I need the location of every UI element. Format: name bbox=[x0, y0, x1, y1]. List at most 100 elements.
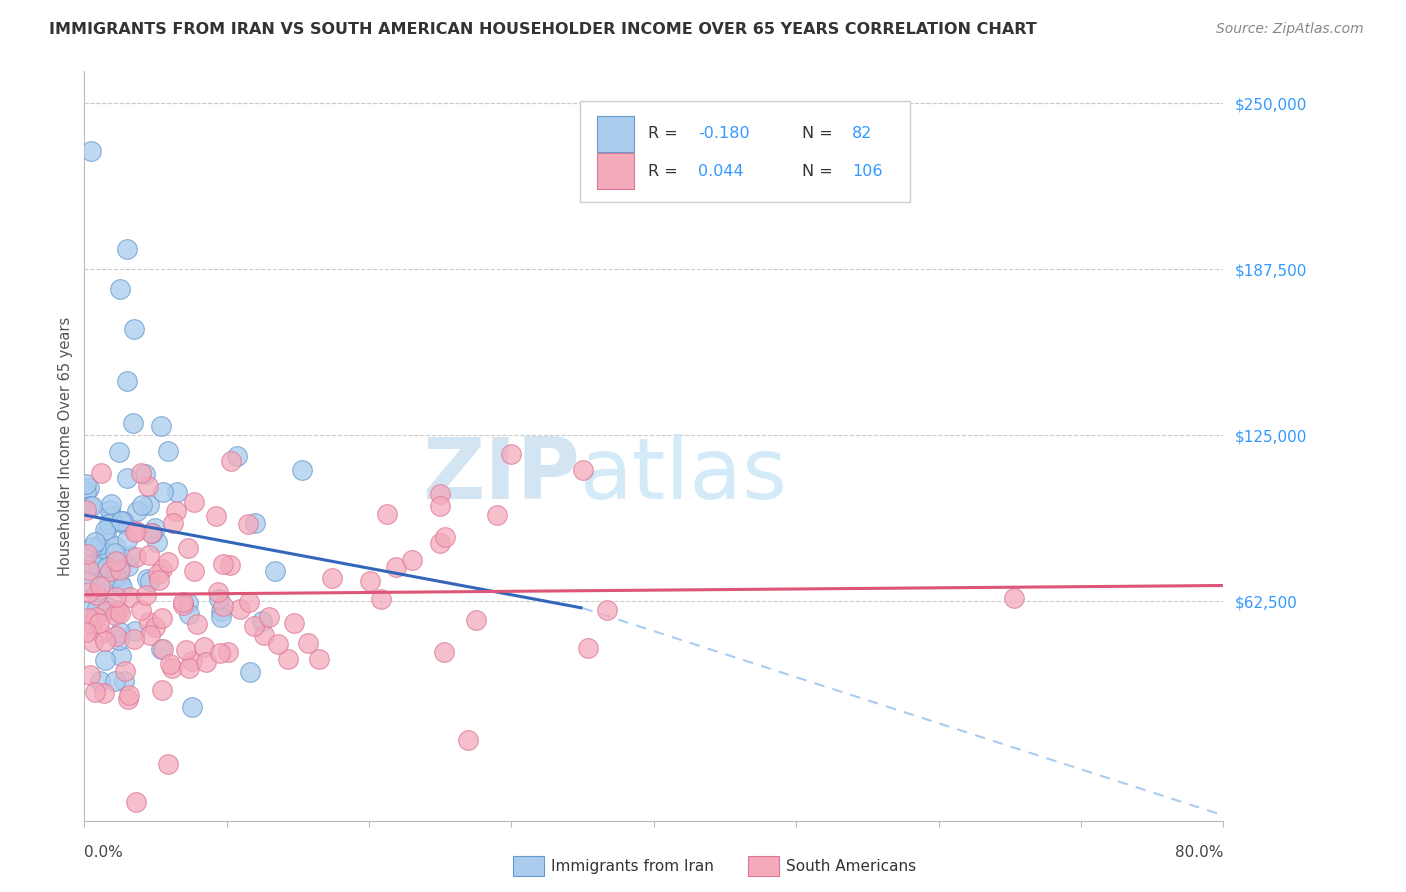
Point bbox=[148, 573, 170, 587]
Point bbox=[117, 692, 139, 706]
Point bbox=[166, 485, 188, 500]
Point bbox=[165, 504, 187, 518]
Point bbox=[150, 562, 173, 576]
Point bbox=[94, 578, 117, 592]
Point bbox=[108, 282, 131, 296]
Point bbox=[75, 503, 97, 517]
Point bbox=[218, 558, 240, 572]
Text: R =: R = bbox=[648, 126, 683, 141]
Point bbox=[107, 562, 129, 576]
Text: 80.0%: 80.0% bbox=[1175, 845, 1223, 860]
Point bbox=[225, 450, 247, 464]
Point bbox=[486, 508, 509, 522]
Point bbox=[283, 615, 305, 630]
Point bbox=[267, 637, 290, 651]
Point bbox=[138, 548, 160, 562]
Point bbox=[84, 609, 107, 624]
Point bbox=[118, 549, 141, 563]
Point bbox=[104, 607, 127, 622]
Point bbox=[157, 757, 180, 772]
Point bbox=[108, 624, 131, 639]
Point bbox=[77, 563, 100, 577]
Point bbox=[150, 419, 173, 434]
FancyBboxPatch shape bbox=[579, 102, 910, 202]
Point bbox=[104, 539, 127, 553]
Point bbox=[80, 616, 103, 631]
Point bbox=[110, 576, 132, 591]
Point bbox=[105, 554, 128, 568]
Point bbox=[84, 585, 107, 599]
Text: -0.180: -0.180 bbox=[699, 126, 749, 141]
Point bbox=[89, 673, 111, 688]
Point bbox=[90, 466, 112, 480]
Point bbox=[150, 641, 173, 656]
Point bbox=[125, 549, 148, 564]
FancyBboxPatch shape bbox=[598, 153, 634, 189]
Point bbox=[94, 527, 117, 541]
Point bbox=[162, 516, 184, 531]
Point bbox=[107, 604, 129, 618]
Point bbox=[145, 534, 167, 549]
Point bbox=[87, 616, 110, 631]
Point bbox=[139, 526, 162, 541]
Point bbox=[159, 657, 181, 672]
Point bbox=[111, 514, 134, 528]
Point bbox=[79, 668, 101, 682]
Point bbox=[111, 580, 134, 594]
Point bbox=[429, 536, 451, 550]
Point bbox=[93, 686, 115, 700]
Point bbox=[125, 503, 148, 517]
Point bbox=[96, 559, 118, 574]
Point bbox=[124, 624, 146, 639]
Text: atlas: atlas bbox=[579, 434, 787, 517]
Point bbox=[180, 700, 202, 714]
Point bbox=[136, 479, 159, 493]
Point bbox=[401, 552, 423, 566]
Point bbox=[229, 602, 252, 616]
Point bbox=[576, 641, 599, 656]
Point bbox=[139, 628, 162, 642]
Point bbox=[194, 656, 217, 670]
Point bbox=[114, 664, 136, 678]
Point bbox=[250, 614, 273, 628]
Point bbox=[297, 636, 319, 650]
Point bbox=[429, 500, 451, 514]
Point bbox=[219, 454, 242, 468]
Point bbox=[105, 629, 128, 643]
Text: N =: N = bbox=[801, 126, 838, 141]
Point bbox=[209, 610, 232, 624]
Point bbox=[180, 654, 202, 668]
Point bbox=[82, 557, 104, 571]
Point bbox=[172, 595, 194, 609]
Point bbox=[138, 498, 160, 512]
Point bbox=[156, 556, 179, 570]
Point bbox=[76, 547, 98, 561]
Point bbox=[359, 574, 381, 588]
Text: R =: R = bbox=[648, 163, 683, 178]
Point bbox=[321, 571, 343, 585]
Point bbox=[115, 243, 138, 257]
Point bbox=[277, 652, 299, 666]
Point bbox=[146, 566, 169, 581]
Text: ZIP: ZIP bbox=[422, 434, 579, 517]
Point bbox=[177, 661, 200, 675]
Text: N =: N = bbox=[801, 163, 838, 178]
Point bbox=[385, 560, 408, 574]
Point bbox=[76, 611, 98, 625]
Point bbox=[84, 685, 107, 699]
Point bbox=[264, 564, 287, 578]
Point bbox=[253, 628, 276, 642]
Point bbox=[89, 538, 111, 552]
Point bbox=[143, 521, 166, 535]
FancyBboxPatch shape bbox=[598, 116, 634, 152]
Point bbox=[86, 601, 108, 615]
Point bbox=[501, 447, 523, 461]
Point bbox=[238, 517, 260, 532]
Y-axis label: Householder Income Over 65 years: Householder Income Over 65 years bbox=[58, 317, 73, 575]
Point bbox=[104, 569, 127, 583]
Point bbox=[82, 635, 104, 649]
Point bbox=[110, 648, 132, 663]
Point bbox=[77, 585, 100, 599]
Point bbox=[291, 463, 314, 477]
Point bbox=[176, 541, 198, 556]
